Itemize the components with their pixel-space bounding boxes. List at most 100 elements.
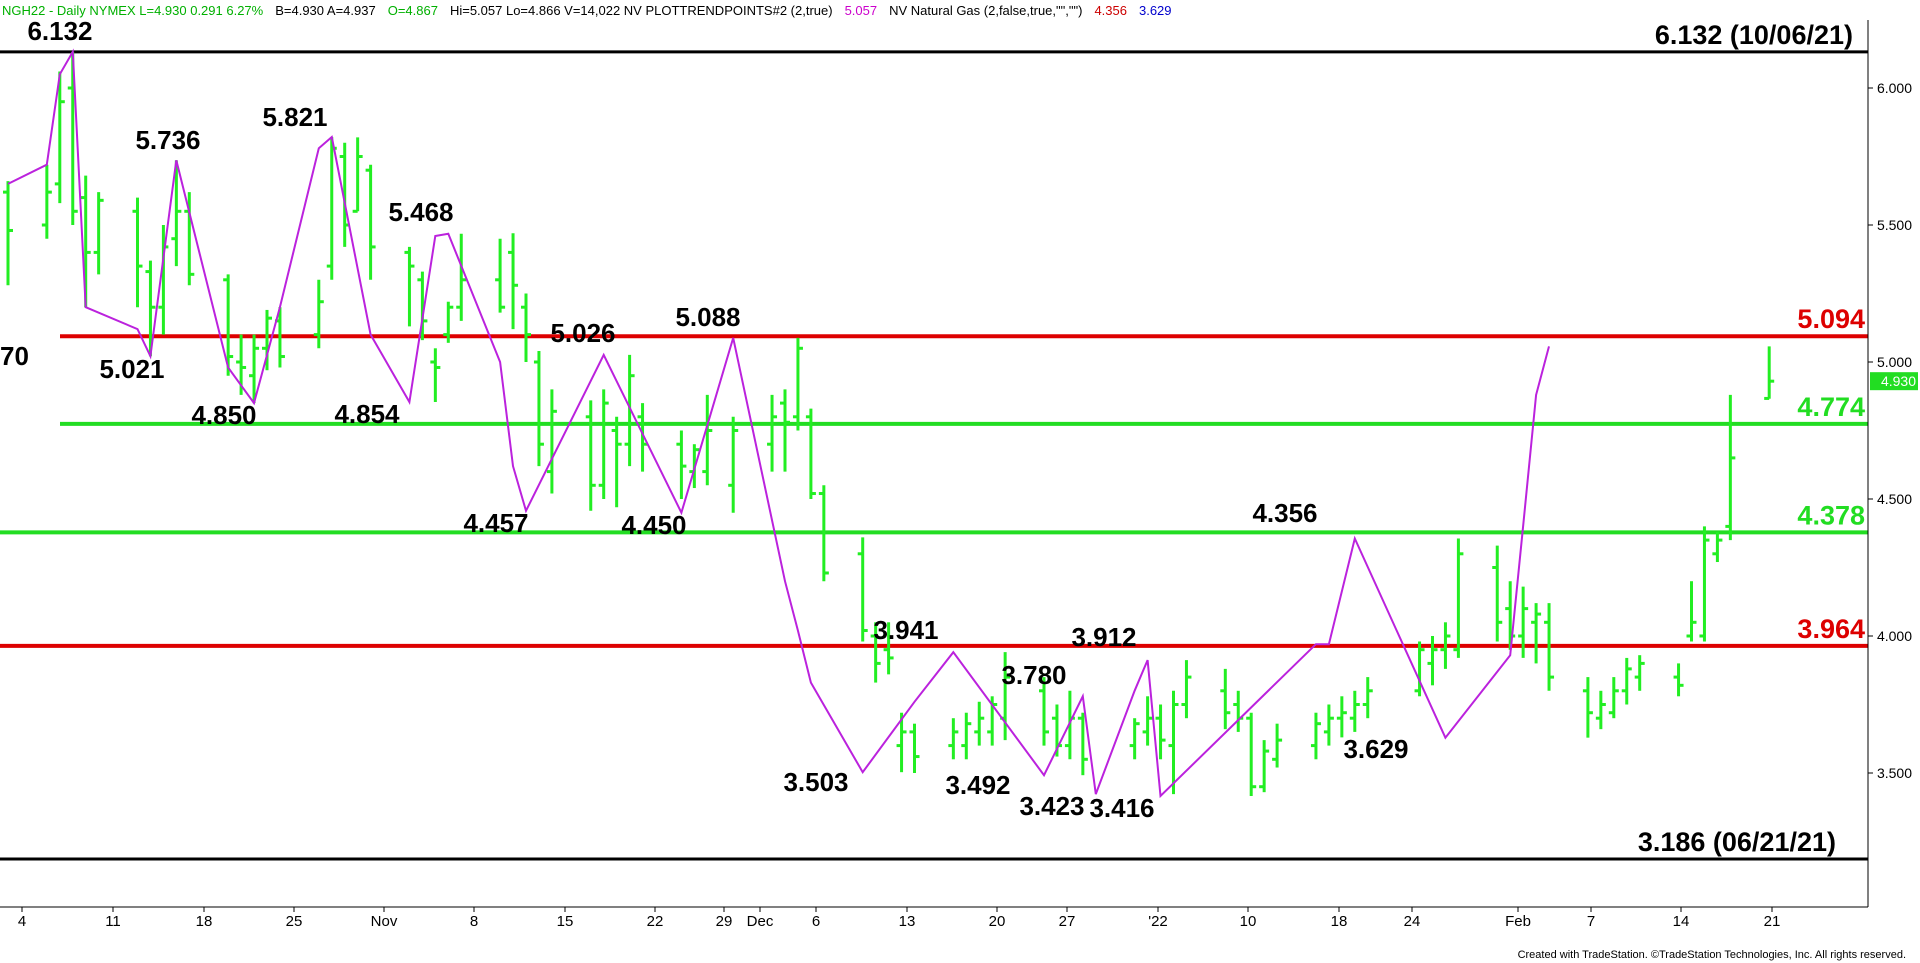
ohlc-bar	[624, 354, 635, 467]
ohlc-bar	[1181, 660, 1192, 719]
ohlc-bar	[767, 394, 778, 472]
ohlc-bar	[1608, 677, 1619, 719]
ohlc-bar	[961, 712, 972, 760]
x-tick-label: Nov	[371, 913, 398, 930]
ohlc-bar	[1582, 677, 1593, 738]
x-tick-label: 13	[899, 913, 916, 930]
x-tick-label: 15	[557, 913, 574, 930]
ohlc-bar	[313, 279, 324, 349]
pivot-label: 3.941	[873, 615, 938, 645]
y-tick-label: 3.500	[1877, 765, 1912, 781]
header-segment: 5.057	[845, 3, 878, 18]
ohlc-bar	[909, 723, 920, 773]
ohlc-bar	[41, 164, 52, 239]
ohlc-bar	[1686, 581, 1697, 642]
ohlc-bar	[728, 416, 739, 513]
y-tick-label: 4.500	[1877, 491, 1912, 507]
pivot-label: 3.416	[1089, 793, 1154, 823]
header-segment: B=4.930 A=4.937	[275, 3, 375, 18]
ohlc-bar	[533, 351, 544, 467]
level-label: 6.132 (10/06/21)	[1655, 20, 1853, 50]
x-tick-label: 22	[647, 913, 664, 930]
ohlc-bar	[1699, 526, 1710, 642]
x-tick-label: 21	[1764, 913, 1781, 930]
header-segment: Hi=5.057 Lo=4.866 V=14,022 NV PLOTTRENDP…	[450, 3, 833, 18]
ohlc-bar	[1272, 723, 1283, 768]
x-tick-label: 8	[470, 913, 478, 930]
ohlc-bar	[417, 271, 428, 341]
level-label: 3.964	[1797, 614, 1865, 644]
x-tick-label: 29	[716, 913, 733, 930]
pivot-labels: 6.132 5.021 5.736 4.850 5.821 4.854 5.468 4.457…	[27, 16, 1408, 823]
ohlc-bar	[1712, 531, 1723, 563]
ohlc-bar	[1531, 603, 1542, 664]
ohlc-bar	[974, 701, 985, 746]
trend-line	[7, 48, 1550, 799]
x-tick-label: '22	[1148, 913, 1168, 930]
ohlc-bar	[404, 246, 415, 327]
ohlc-bar	[365, 164, 376, 280]
ohlc-bar	[1634, 655, 1645, 691]
x-tick-label: 24	[1404, 913, 1421, 930]
ohlc-bar	[1336, 696, 1347, 738]
ohlc-bar	[702, 394, 713, 486]
ohlc-bar	[1349, 690, 1360, 732]
y-tick-label: 5.000	[1877, 354, 1912, 370]
ohlc-bar	[1039, 677, 1049, 746]
ohlc-bar	[870, 622, 881, 683]
ohlc-bar	[443, 301, 454, 343]
pivot-label: 5.026	[550, 318, 615, 348]
pivot-label: 5.821	[262, 102, 327, 132]
ohlc-bar	[948, 718, 959, 760]
ohlc-bar	[1129, 718, 1140, 760]
pivot-label: 5.021	[99, 354, 164, 384]
ohlc-bar	[1155, 704, 1166, 760]
pivot-label: 3.780	[1001, 660, 1066, 690]
ohlc-bar	[1544, 603, 1555, 691]
ohlc-bar	[495, 238, 506, 313]
ohlc-bar	[430, 348, 441, 403]
ohlc-bar	[585, 400, 596, 511]
pivot-label: 4.854	[334, 399, 400, 429]
x-tick-label: 18	[196, 913, 213, 930]
trend-polyline	[7, 48, 1550, 799]
ohlc-bar	[262, 309, 272, 371]
ohlc-bar	[1673, 663, 1684, 697]
ohlc-bar	[1323, 704, 1334, 746]
x-tick-label: 27	[1059, 913, 1076, 930]
ohlc-bar	[857, 537, 868, 642]
ohlc-bar	[805, 408, 816, 499]
ohlc-bar	[676, 430, 687, 499]
ohlc-bar	[546, 389, 557, 494]
pivot-label: 3.503	[783, 767, 848, 797]
last-price-badge	[1870, 372, 1918, 391]
ohlc-bar	[1453, 538, 1464, 658]
axes: 6.000 5.500 5.000 4.500 4.000 3.500 4.930 4 11 18…	[0, 20, 1918, 930]
ohlc-bar	[611, 416, 622, 508]
pivot-label: 6.132	[27, 16, 92, 46]
ohlc-bar	[1764, 346, 1775, 400]
ohlc-bar	[3, 181, 13, 286]
ohlc-bar	[883, 622, 894, 675]
ohlc-bar	[67, 51, 78, 225]
ohlc-bar	[508, 233, 519, 330]
last-price-label: 4.930	[1881, 373, 1916, 389]
level-label: 5.094	[1797, 304, 1865, 334]
pivot-label: 3.912	[1071, 622, 1136, 652]
level-label: 3.186 (06/21/21)	[1638, 827, 1836, 857]
ohlc-bar	[1142, 696, 1153, 746]
ohlc-bar	[1725, 394, 1736, 541]
y-tick-label: 4.000	[1877, 628, 1912, 644]
ohlc-bar	[1310, 712, 1321, 760]
x-tick-label: 11	[105, 913, 121, 930]
x-tick-label: Feb	[1505, 913, 1531, 930]
ohlc-bar	[456, 233, 467, 321]
x-tick-label: 25	[286, 913, 303, 930]
ohlc-bar	[223, 274, 234, 376]
pivot-label: 4.457	[463, 508, 528, 538]
ohlc-bar	[249, 334, 260, 404]
ohlc-bar	[896, 712, 907, 773]
pivot-label: 3.629	[1343, 734, 1408, 764]
pivot-label: 4.450	[621, 510, 686, 540]
